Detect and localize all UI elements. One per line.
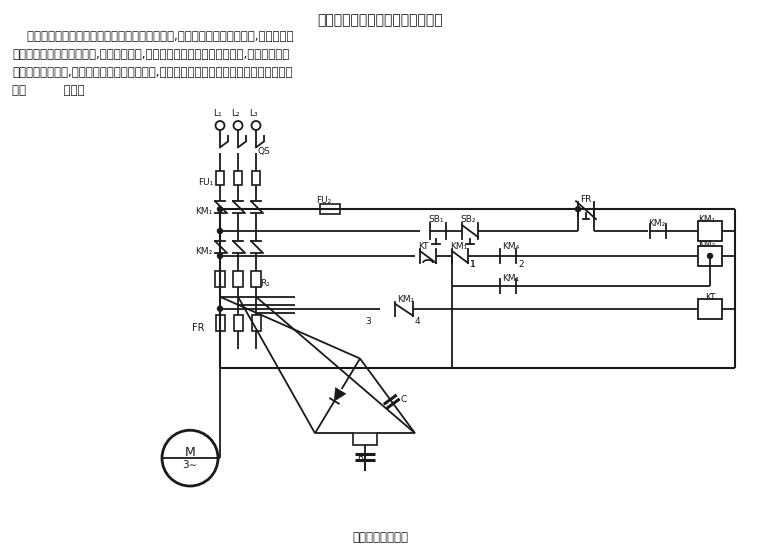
Text: R₂: R₂ <box>357 453 367 462</box>
Text: FU₁: FU₁ <box>198 178 214 187</box>
Text: 4: 4 <box>415 317 420 325</box>
Bar <box>698 246 722 266</box>
Text: QS: QS <box>258 147 271 156</box>
Text: 1: 1 <box>470 260 476 269</box>
Text: KM₁: KM₁ <box>397 295 414 304</box>
Circle shape <box>252 121 261 130</box>
Bar <box>353 433 377 445</box>
Circle shape <box>217 229 223 234</box>
Bar <box>251 271 261 287</box>
Text: SB₁: SB₁ <box>428 215 444 224</box>
Text: 电容制动是在切断三相异步电动机的交流电源后,在定子绕组上接人电容器,转子内剩磁: 电容制动是在切断三相异步电动机的交流电源后,在定子绕组上接人电容器,转子内剩磁 <box>12 30 293 43</box>
Text: KT: KT <box>418 242 429 251</box>
Bar <box>698 221 722 241</box>
Text: 1: 1 <box>470 260 476 269</box>
Bar <box>216 315 225 330</box>
Circle shape <box>217 306 223 311</box>
Polygon shape <box>334 388 346 401</box>
Text: 2: 2 <box>518 260 524 269</box>
Bar <box>215 271 225 287</box>
Text: SB₂: SB₂ <box>460 215 476 224</box>
Text: M: M <box>185 446 195 458</box>
Text: FR: FR <box>192 323 204 333</box>
Text: KM₁: KM₁ <box>698 215 715 224</box>
Text: KM₄: KM₄ <box>502 242 519 251</box>
Text: KM₁: KM₁ <box>195 207 212 216</box>
Bar <box>234 315 243 330</box>
Text: L₁: L₁ <box>213 108 222 118</box>
Circle shape <box>575 207 581 212</box>
Text: KM₁: KM₁ <box>502 274 519 283</box>
Text: L₃: L₃ <box>249 108 258 118</box>
Text: 3∼: 3∼ <box>182 460 198 470</box>
Text: 三相异步电动机电容制动控制电路: 三相异步电动机电容制动控制电路 <box>317 13 443 27</box>
Text: FU₂: FU₂ <box>316 196 331 205</box>
Text: KM₂: KM₂ <box>195 247 212 256</box>
Bar <box>233 271 243 287</box>
Text: 3: 3 <box>365 317 371 325</box>
Bar <box>252 315 261 330</box>
Text: KM₂: KM₂ <box>648 219 665 228</box>
Bar <box>252 171 260 185</box>
Circle shape <box>217 253 223 258</box>
Bar <box>320 204 340 214</box>
Text: KT: KT <box>705 293 715 302</box>
Circle shape <box>233 121 242 130</box>
Text: L₂: L₂ <box>231 108 239 118</box>
Text: 电容制动控制电路: 电容制动控制电路 <box>352 531 408 544</box>
Bar <box>216 171 224 185</box>
Bar <box>234 171 242 185</box>
Text: 感应电流相互作用,产生与转向相反的制动力矩,使电动机迅速停止运转。电容制动控制电路: 感应电流相互作用,产生与转向相反的制动力矩,使电动机迅速停止运转。电容制动控制电… <box>12 66 293 79</box>
Text: KM₂: KM₂ <box>698 240 715 249</box>
Text: 如图          所示。: 如图 所示。 <box>12 84 84 97</box>
Circle shape <box>162 430 218 486</box>
Text: FR: FR <box>580 195 591 204</box>
Text: R₁: R₁ <box>260 279 270 288</box>
Circle shape <box>708 253 713 258</box>
Text: C: C <box>401 394 407 404</box>
Text: 切割定子绕组产生感应电流,向电容器充电,充电电流在定子绕组中形成磁场,该磁场与转子: 切割定子绕组产生感应电流,向电容器充电,充电电流在定子绕组中形成磁场,该磁场与转… <box>12 48 290 61</box>
Circle shape <box>216 121 224 130</box>
Text: KM₁: KM₁ <box>450 242 467 251</box>
Bar <box>698 299 722 319</box>
Circle shape <box>217 207 223 212</box>
